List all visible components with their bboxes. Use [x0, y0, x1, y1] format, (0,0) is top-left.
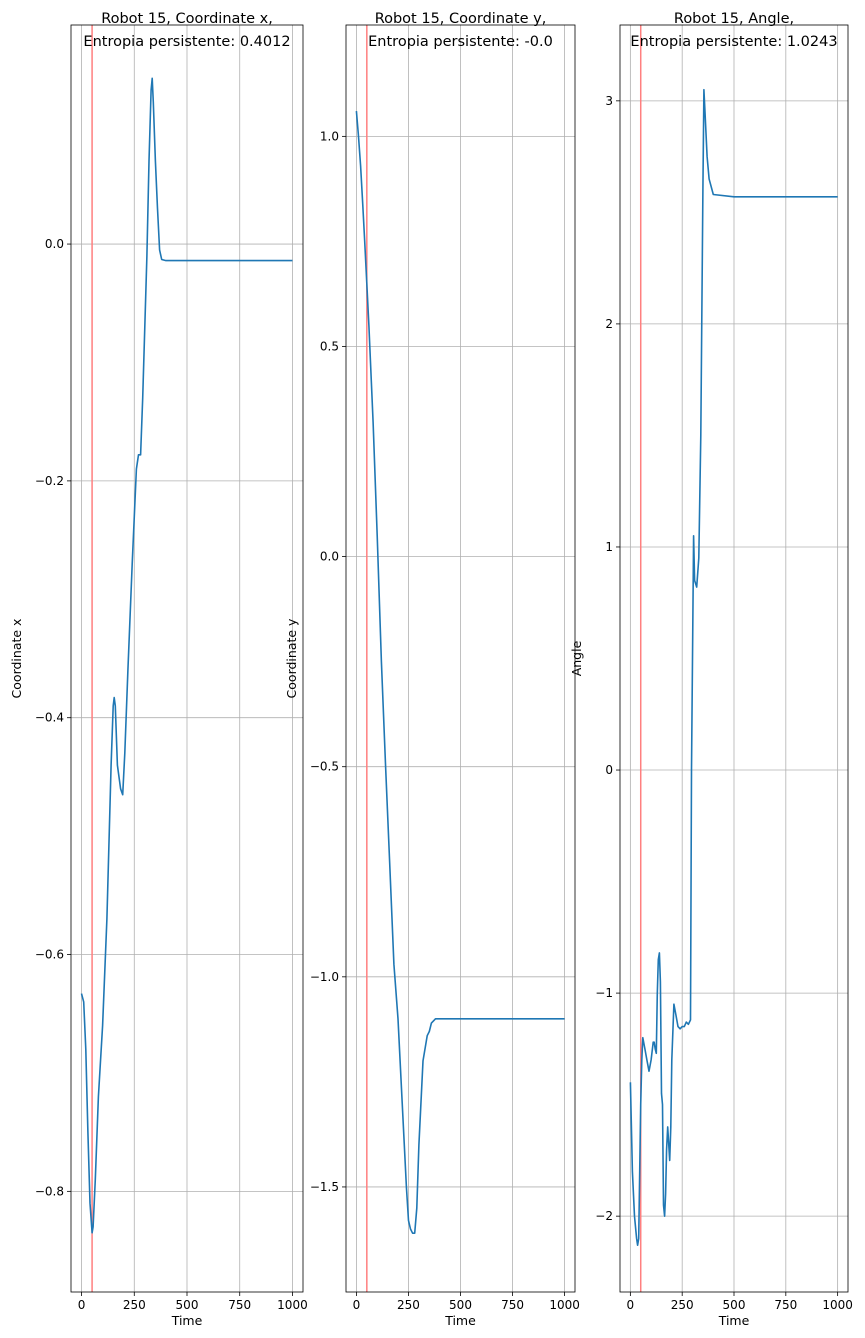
- x-axis-label: Time: [718, 1313, 750, 1328]
- chart-title-line2: Entropia persistente: 0.4012: [83, 34, 290, 50]
- chart-title-line2: Entropia persistente: 1.0243: [630, 34, 837, 50]
- series-line: [355, 111, 565, 1234]
- chart-title-line1: Robot 15, Angle,: [674, 11, 794, 27]
- x-tick-label: 500: [723, 1298, 746, 1312]
- y-tick-label: −0.8: [35, 1184, 64, 1198]
- x-tick-label: 250: [397, 1298, 420, 1312]
- y-tick-label: −0.6: [35, 948, 64, 962]
- y-tick-label: −2: [595, 1209, 613, 1223]
- x-tick-label: 1000: [549, 1298, 580, 1312]
- y-tick-label: 1: [605, 540, 613, 554]
- chart-panel-3: 0 250 500 750 1000 −2 −1 0 1 2 3 Robot 15, Angle, En…: [569, 11, 853, 1328]
- y-tick-label: −0.2: [35, 474, 64, 488]
- x-tick-label: 500: [449, 1298, 472, 1312]
- x-tick-label: 1000: [822, 1298, 853, 1312]
- y-tick-label: −1.0: [310, 970, 339, 984]
- y-tick-label: 2: [605, 317, 613, 331]
- x-tick-label: 0: [627, 1298, 635, 1312]
- x-tick-label: 0: [78, 1298, 86, 1312]
- x-tick-label: 500: [176, 1298, 199, 1312]
- y-tick-label: 0.0: [320, 550, 339, 564]
- x-tick-label: 250: [123, 1298, 146, 1312]
- y-axis-label: Coordinate x: [9, 619, 24, 699]
- x-tick-label: 1000: [277, 1298, 308, 1312]
- chart-title-line1: Robot 15, Coordinate x,: [101, 11, 273, 27]
- y-axis-label: Angle: [569, 640, 584, 676]
- chart-panel-1: 0 250 500 750 1000 −0.8 −0.6 −0.4 −0.2 0.0 Robot 1…: [9, 11, 308, 1328]
- y-tick-label: −1.5: [310, 1180, 339, 1194]
- y-tick-label: −1: [595, 986, 613, 1000]
- y-tick-label: 3: [605, 94, 613, 108]
- x-axis-label: Time: [171, 1313, 203, 1328]
- x-tick-label: 750: [501, 1298, 524, 1312]
- y-tick-label: 0.5: [320, 339, 339, 353]
- series-line: [80, 77, 293, 1234]
- x-tick-label: 250: [671, 1298, 694, 1312]
- y-tick-label: −0.5: [310, 760, 339, 774]
- x-tick-label: 750: [774, 1298, 797, 1312]
- chart-panel-2: 0 250 500 750 1000 −1.5 −1.0 −0.5 0.0 0.5 1.0 Robot…: [284, 11, 580, 1328]
- y-tick-label: −0.4: [35, 711, 64, 725]
- chart-title-line2: Entropia persistente: -0.0: [368, 34, 553, 50]
- y-tick-label: 0.0: [45, 237, 64, 251]
- x-axis-label: Time: [444, 1313, 476, 1328]
- y-tick-label: 0: [605, 763, 613, 777]
- y-tick-label: 1.0: [320, 129, 339, 143]
- x-tick-label: 0: [353, 1298, 361, 1312]
- series-line: [629, 88, 838, 1246]
- chart-title-line1: Robot 15, Coordinate y,: [375, 11, 547, 27]
- x-tick-label: 750: [228, 1298, 251, 1312]
- y-axis-label: Coordinate y: [284, 618, 299, 698]
